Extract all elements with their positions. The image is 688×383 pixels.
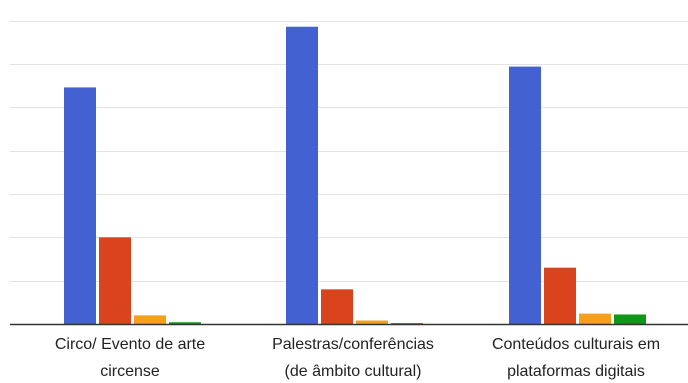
- category-label: Circo/ Evento de arte circense: [55, 336, 205, 380]
- bar-3-series-2: [544, 267, 576, 324]
- bar-3-series-4: [614, 314, 646, 324]
- category-label: Palestras/conferências (de âmbito cultura…: [272, 336, 434, 380]
- category-label-line: (de âmbito cultural): [285, 363, 422, 380]
- bar-1-series-1: [64, 87, 96, 325]
- bar-2-series-1: [286, 26, 318, 324]
- bar-2-series-4: [391, 323, 423, 324]
- bar-3-series-3: [579, 313, 611, 324]
- bar-2-series-2: [321, 289, 353, 324]
- bar-3-series-1: [509, 66, 541, 324]
- bar-1-series-4: [169, 322, 201, 324]
- category-label-line: circense: [100, 363, 160, 380]
- category-label-line: Conteúdos culturais em: [492, 336, 660, 353]
- category-label: Conteúdos culturais em plataformas digita…: [492, 336, 660, 380]
- bar-1-series-2: [99, 237, 131, 324]
- bar-2-series-3: [356, 320, 388, 324]
- category-label-line: Circo/ Evento de arte: [55, 336, 205, 353]
- bar-1-series-3: [134, 315, 166, 324]
- category-label-line: plataformas digitais: [507, 363, 645, 380]
- bars: [64, 26, 646, 325]
- category-label-line: Palestras/conferências: [272, 336, 434, 353]
- category-labels: Circo/ Evento de arte circense Palestras/c…: [55, 336, 660, 380]
